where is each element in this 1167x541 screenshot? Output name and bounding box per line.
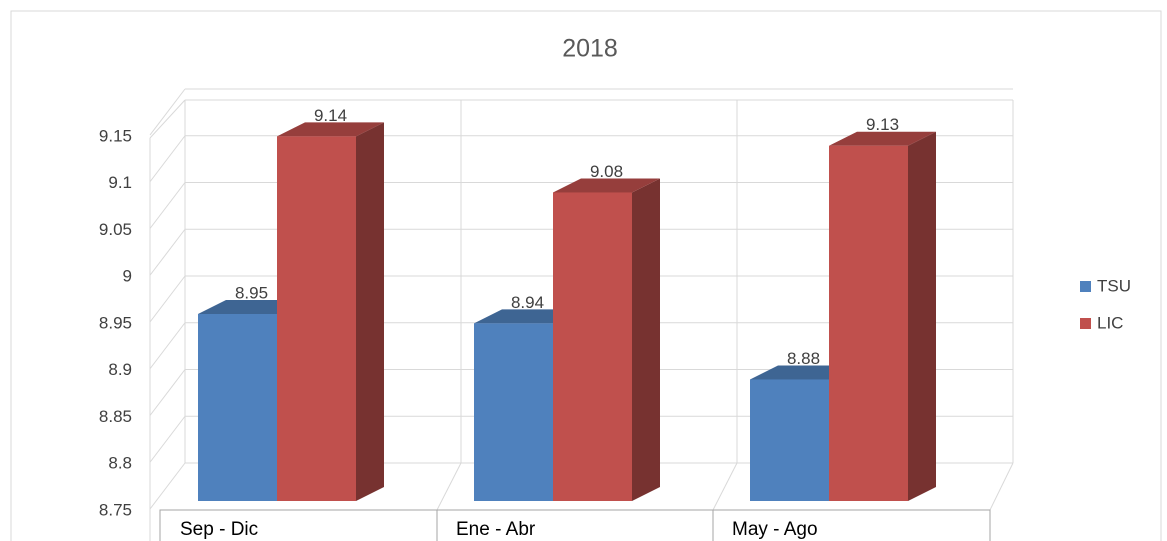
value-label: 9.13 [866, 115, 899, 134]
y-tick-label: 9.1 [108, 173, 132, 192]
side-grid-line [149, 275, 186, 323]
side-grid-line [149, 135, 186, 183]
floor-line [712, 462, 738, 511]
bar [553, 192, 632, 501]
side-grid-line [149, 369, 186, 416]
side-wall-top [149, 99, 186, 139]
bar-side [356, 122, 384, 501]
bar-top [277, 122, 384, 137]
y-tick-label: 9 [123, 267, 132, 286]
value-label: 8.88 [787, 349, 820, 368]
bar [750, 379, 829, 501]
x-tick-label: May - Ago [732, 519, 818, 540]
side-grid-line [149, 88, 186, 136]
side-grid-line [149, 415, 186, 463]
category-table [159, 509, 991, 541]
y-tick-label: 8.75 [99, 500, 132, 519]
floor-line [436, 462, 462, 511]
side-grid-line [149, 228, 186, 276]
value-label: 8.94 [511, 293, 544, 312]
floor-line [989, 462, 1014, 511]
legend-swatch [1080, 281, 1091, 292]
y-tick-label: 9.05 [99, 220, 132, 239]
table-box [159, 509, 991, 541]
legend-label: LIC [1097, 313, 1123, 332]
bar [198, 314, 277, 501]
side-grid-line [149, 182, 186, 229]
bar-top [553, 178, 660, 193]
bar [474, 323, 553, 501]
legend-label: TSU [1097, 276, 1131, 295]
y-tick-label: 9.15 [99, 126, 132, 145]
side-grid-line [149, 322, 186, 370]
bar-side [632, 178, 660, 501]
y-tick-label: 8.95 [99, 313, 132, 332]
y-tick-label: 8.9 [108, 360, 132, 379]
bar-top [829, 131, 936, 146]
x-tick-label: Ene - Abr [456, 519, 536, 540]
value-label: 9.14 [314, 106, 347, 125]
bar [829, 145, 908, 501]
x-tick-label: Sep - Dic [180, 519, 258, 540]
legend-swatch [1080, 318, 1091, 329]
value-label: 9.08 [590, 162, 623, 181]
bar-side [908, 131, 936, 501]
y-tick-label: 8.85 [99, 407, 132, 426]
value-label: 8.95 [235, 283, 268, 302]
walls [149, 99, 1014, 541]
chart-title: 2018 [562, 35, 618, 63]
y-tick-label: 8.8 [108, 454, 132, 473]
bar [277, 136, 356, 501]
side-grid-line [149, 462, 186, 510]
